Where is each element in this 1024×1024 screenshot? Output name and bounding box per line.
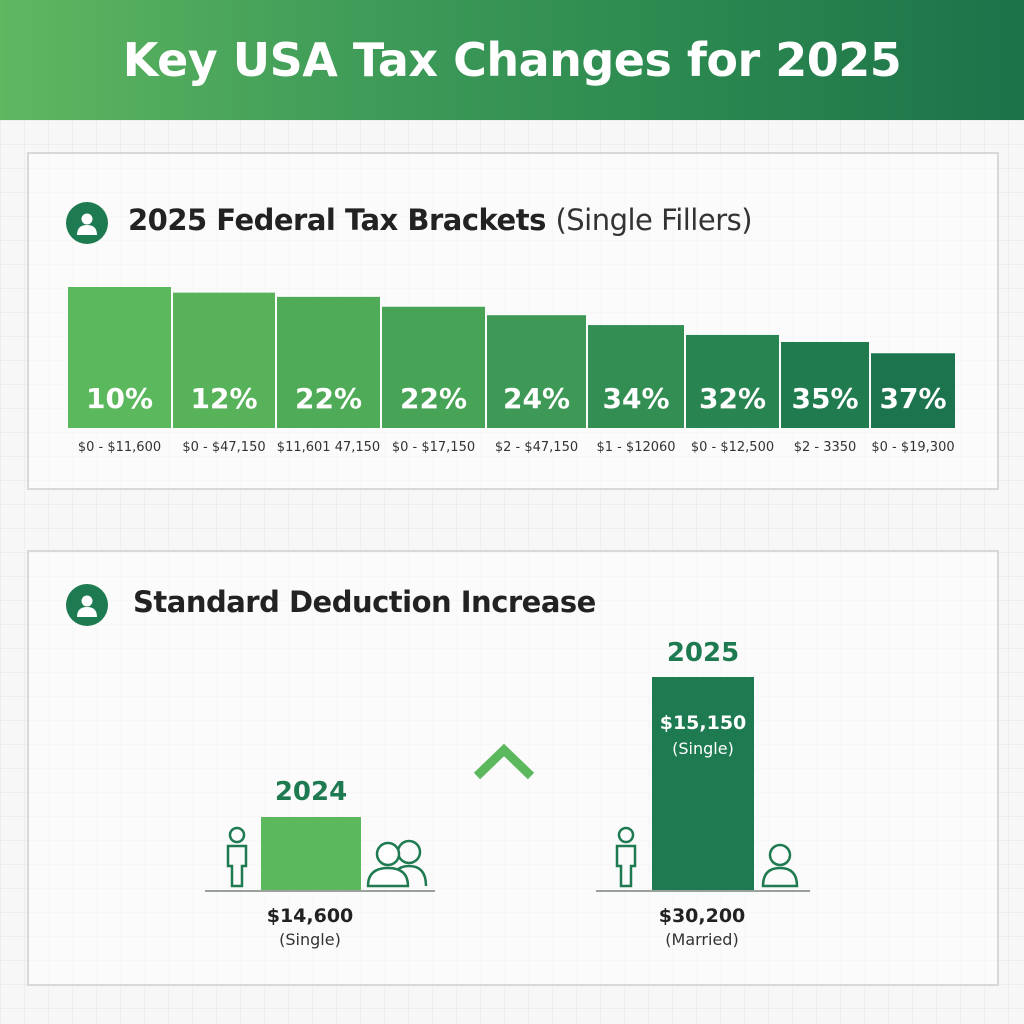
- deduction-2025-bar-sub: (Single): [672, 739, 734, 758]
- bracket-bar-5: [487, 315, 586, 428]
- bracket-rate-label: 24%: [503, 382, 570, 415]
- year-2024-label: 2024: [274, 777, 348, 807]
- bracket-range-label: $2 - $47,150: [495, 440, 578, 455]
- chevron-up-icon: [473, 743, 535, 780]
- bracket-range-label: $1 - $12060: [596, 440, 675, 455]
- deduction-2025-bar: [652, 677, 754, 890]
- bracket-rate-label: 12%: [190, 382, 257, 415]
- header-banner: Key USA Tax Changes for 2025: [0, 0, 1024, 120]
- standard-deduction-title: Standard Deduction Increase: [133, 585, 596, 619]
- deduction-2024-bar: [261, 817, 361, 890]
- tax-brackets-title: 2025 Federal Tax Brackets (Single Filler…: [128, 203, 753, 237]
- bracket-range-label: $0 - $19,300: [871, 440, 954, 455]
- deduction-2024-baseline: [205, 890, 435, 892]
- bracket-rate-label: 22%: [400, 382, 467, 415]
- deduction-2024-amount: $14,600: [266, 905, 354, 927]
- person-icon: [66, 202, 108, 244]
- deduction-2025-bar-amount: $15,150: [659, 712, 747, 734]
- deduction-2025-sub: (Married): [665, 930, 739, 949]
- bracket-rate-label: 32%: [699, 382, 766, 415]
- bracket-bar-4: [382, 306, 485, 428]
- bracket-bar-8: [781, 341, 869, 428]
- couple-icon: [366, 839, 428, 888]
- bracket-rate-label: 10%: [86, 382, 153, 415]
- bracket-range-label: $0 - $11,600: [78, 440, 161, 455]
- bracket-bar-9: [871, 353, 955, 428]
- year-2025-label: 2025: [666, 638, 740, 668]
- bracket-bar-3: [277, 296, 380, 428]
- bracket-bar-7: [686, 334, 779, 428]
- deduction-2025-amount: $30,200: [658, 905, 746, 927]
- deduction-2025-baseline: [596, 890, 810, 892]
- person-outline-icon: [761, 843, 799, 888]
- deduction-2024-sub: (Single): [279, 930, 341, 949]
- bracket-rate-label: 34%: [602, 382, 669, 415]
- bracket-range-label: $0 - $47,150: [182, 440, 265, 455]
- bracket-range-label: $2 - 3350: [794, 440, 857, 455]
- single-person-icon: [615, 826, 637, 888]
- bracket-range-label: $11,601 47,150: [277, 440, 380, 455]
- bracket-range-label: $0 - $12,500: [691, 440, 774, 455]
- bracket-bar-2: [173, 292, 275, 428]
- bracket-rate-label: 22%: [295, 382, 362, 415]
- bracket-rate-label: 37%: [879, 382, 946, 415]
- single-person-icon: [226, 826, 248, 888]
- bracket-bar-1: [68, 287, 171, 428]
- bracket-bar-6: [588, 325, 684, 428]
- tax-brackets-subtitle: (Single Fillers): [555, 203, 753, 237]
- bracket-range-label: $0 - $17,150: [392, 440, 475, 455]
- tax-brackets-title-text: 2025 Federal Tax Brackets: [128, 203, 546, 237]
- bracket-rate-label: 35%: [791, 382, 858, 415]
- person-icon: [66, 584, 108, 626]
- page-title: Key USA Tax Changes for 2025: [122, 33, 902, 87]
- standard-deduction-card: [27, 550, 999, 986]
